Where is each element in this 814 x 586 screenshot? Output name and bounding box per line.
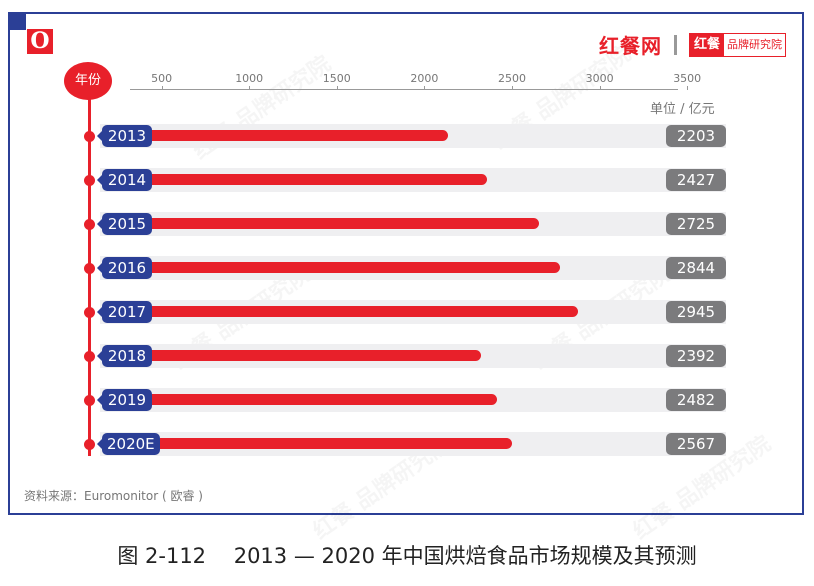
value-badge: 2392 <box>666 345 726 367</box>
value-badge: 2844 <box>666 257 726 279</box>
x-tick-label: 3500 <box>673 72 702 85</box>
bar <box>150 218 540 229</box>
x-tick <box>249 86 251 90</box>
x-tick-label: 1500 <box>322 72 351 85</box>
timeline-line <box>88 98 91 456</box>
bar-row: 2018 2392 <box>0 344 814 368</box>
value-badge: 2945 <box>666 301 726 323</box>
bar-row: 2014 2427 <box>0 168 814 192</box>
year-label: 2018 <box>97 345 152 367</box>
timeline-dot <box>84 219 95 230</box>
brand-badge-right: 品牌研究院 <box>724 33 785 56</box>
year-label: 2013 <box>97 125 152 147</box>
timeline-dot <box>84 395 95 406</box>
x-tick-label: 2500 <box>498 72 526 85</box>
year-label: 2014 <box>97 169 152 191</box>
brand-header: 红餐网 红餐 品牌研究院 <box>599 30 786 59</box>
bar-row: 2020E 2567 <box>0 432 814 456</box>
year-label: 2019 <box>97 389 152 411</box>
brand-divider <box>673 34 677 55</box>
bar <box>150 174 488 185</box>
x-tick <box>687 86 689 90</box>
timeline-dot <box>84 351 95 362</box>
bar <box>150 262 561 273</box>
bar-row: 2015 2725 <box>0 212 814 236</box>
x-tick-label: 1000 <box>235 72 264 85</box>
bar-row: 2016 2844 <box>0 256 814 280</box>
brand-badge: 红餐 品牌研究院 <box>688 32 786 57</box>
x-tick-label: 500 <box>151 72 173 85</box>
x-tick <box>599 86 601 90</box>
x-tick <box>512 86 513 90</box>
bar-row: 2019 2482 <box>0 388 814 412</box>
value-badge: 2725 <box>666 213 726 235</box>
bar <box>150 130 448 141</box>
timeline-dot <box>84 263 95 274</box>
source-note: 资料来源：Euromonitor ( 欧睿 ) <box>24 489 203 503</box>
x-tick <box>424 86 426 90</box>
bar-row: 2013 2203 <box>0 124 814 148</box>
timeline-dot <box>84 307 95 318</box>
frame-corner <box>8 12 26 30</box>
x-tick-label: 2000 <box>410 72 439 85</box>
year-axis-label: 年份 <box>64 62 112 100</box>
value-badge: 2567 <box>666 433 726 455</box>
logo-icon: O <box>27 29 53 54</box>
x-tick <box>336 86 338 90</box>
value-badge: 2427 <box>666 169 726 191</box>
brand-name: 红餐网 <box>598 34 662 58</box>
value-badge: 2203 <box>666 125 726 147</box>
x-tick <box>161 86 163 90</box>
bar <box>150 438 512 449</box>
timeline-dot <box>84 131 95 142</box>
bar-row: 2017 2945 <box>0 300 814 324</box>
x-tick-label: 3000 <box>585 72 614 85</box>
year-label: 2016 <box>97 257 152 279</box>
year-label: 2015 <box>97 213 152 235</box>
timeline-dot <box>84 175 95 186</box>
x-axis <box>130 89 678 90</box>
year-label: 2020E <box>97 433 160 455</box>
year-label: 2017 <box>97 301 152 323</box>
unit-label: 单位 / 亿元 <box>650 102 715 117</box>
timeline-dot <box>84 439 95 450</box>
bar <box>150 306 578 317</box>
bar <box>150 394 497 405</box>
bar <box>150 350 482 361</box>
figure-caption: 图 2-112 2013 — 2020 年中国烘焙食品市场规模及其预测 <box>117 544 697 568</box>
brand-badge-left: 红餐 <box>689 33 724 56</box>
value-badge: 2482 <box>666 389 726 411</box>
